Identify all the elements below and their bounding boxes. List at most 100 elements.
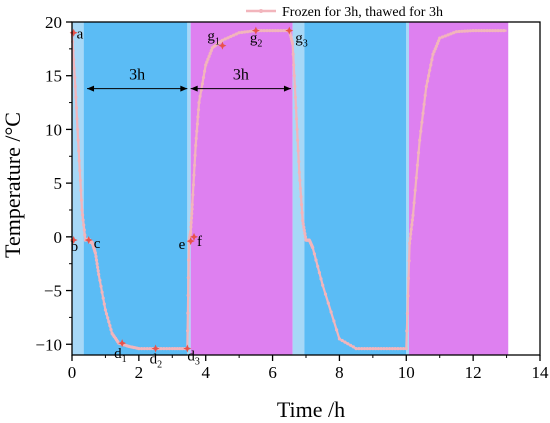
series-point (94, 258, 99, 262)
series-point (193, 163, 197, 167)
marked-point (151, 344, 160, 353)
series-point (273, 29, 277, 33)
series-point (237, 31, 241, 35)
series-point (401, 347, 406, 351)
duration-arrow-head (283, 85, 291, 92)
series-point (434, 44, 438, 48)
y-tick-label: 20 (45, 13, 62, 32)
legend-label: Frozen for 3h, thawed for 3h (282, 5, 443, 20)
region-transition (406, 22, 409, 355)
series-point (93, 251, 97, 255)
series-point (432, 49, 436, 54)
series-point (268, 29, 272, 33)
series-point (410, 218, 414, 222)
series-point (332, 319, 336, 323)
series-point (482, 29, 486, 33)
series-point (165, 347, 169, 351)
series-point (438, 36, 442, 40)
series-point (229, 34, 233, 39)
series-point (196, 108, 201, 112)
legend: Frozen for 3h, thawed for 3h (246, 5, 443, 20)
series-point (382, 347, 386, 351)
series-point (317, 271, 321, 275)
series-point (204, 63, 208, 67)
series-point (335, 328, 339, 332)
series-point (82, 223, 86, 227)
series-point (95, 262, 99, 266)
series-point (271, 29, 275, 33)
series-point (414, 176, 418, 180)
series-point (206, 57, 210, 61)
series-point (502, 29, 506, 33)
series-point (170, 347, 174, 351)
series-point (388, 347, 392, 351)
point-label-e: e (179, 237, 186, 253)
series-point (75, 117, 79, 121)
series-point (94, 254, 98, 259)
series-point (298, 186, 302, 191)
marked-point (285, 26, 294, 35)
series-point (208, 51, 212, 56)
series-point (82, 228, 86, 232)
x-tick-label: 2 (135, 363, 144, 382)
series-point (194, 136, 198, 140)
series-point (471, 29, 475, 33)
series-point (301, 222, 305, 226)
series-point (191, 193, 195, 197)
series-point (81, 213, 85, 217)
series-point (72, 66, 76, 71)
series-point (326, 301, 330, 305)
series-point (340, 338, 344, 343)
series-point (404, 347, 408, 351)
series-point (312, 252, 316, 256)
series-point (193, 153, 197, 157)
series-point (368, 347, 372, 351)
series-point (226, 36, 230, 40)
duration-arrow-head (180, 85, 188, 92)
series-point (360, 347, 364, 351)
point-label-g2: g2 (250, 31, 263, 50)
series-point (189, 216, 194, 220)
region-thawed (408, 22, 509, 355)
series-point (385, 347, 389, 351)
series-point (186, 311, 190, 315)
series-point (491, 29, 495, 33)
series-point (78, 178, 82, 182)
y-tick-label: 5 (54, 174, 63, 193)
region-transition (187, 22, 191, 355)
series-point (137, 347, 141, 351)
axes: 0 2 4 6 8 10 12 14 −10 −5 0 5 10 15 20 (35, 13, 549, 382)
series-point (407, 259, 411, 263)
series-point (291, 41, 295, 46)
series-point (409, 227, 413, 231)
series-point (477, 29, 481, 33)
series-point (294, 106, 298, 110)
marked-point (84, 236, 93, 245)
series-point (301, 219, 305, 223)
series-point (452, 31, 456, 35)
point-label-a: a (77, 27, 84, 43)
series-point (321, 283, 325, 287)
series-point (410, 223, 414, 227)
series-point (374, 347, 378, 351)
series-point (296, 149, 300, 153)
series-point (379, 347, 383, 351)
series-point (74, 106, 79, 110)
series-point (376, 347, 380, 351)
series-point (279, 29, 283, 33)
series-point (460, 29, 464, 33)
series-point (488, 29, 492, 33)
series-point (76, 127, 80, 131)
series-point (265, 29, 269, 33)
y-tick-label: −5 (44, 282, 62, 301)
series-point (430, 58, 434, 62)
region-frozen (83, 22, 188, 355)
series-point (262, 29, 266, 33)
series-point (178, 347, 182, 351)
series-point (499, 29, 503, 33)
x-tick-label: 12 (465, 363, 482, 382)
series-point (420, 120, 424, 124)
series-point (446, 33, 450, 37)
series-point (104, 312, 109, 316)
series-point (243, 30, 247, 34)
